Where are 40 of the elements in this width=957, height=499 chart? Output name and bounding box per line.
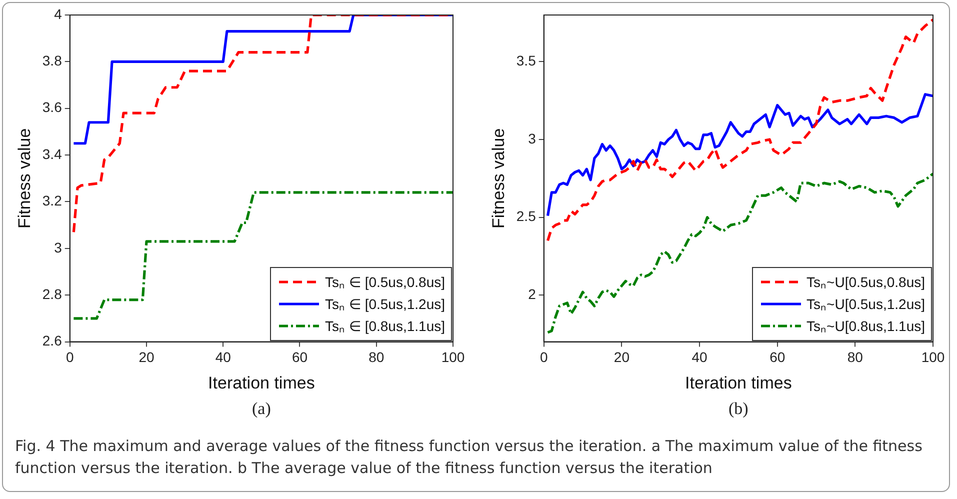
- legend-label: Tsₙ~U[0.5us,1.2us]: [806, 295, 925, 314]
- line-series: [72, 191, 453, 320]
- y-tick-label: 3: [528, 130, 536, 146]
- y-tick-label: 2.5: [516, 208, 536, 224]
- y-tick-label: 2.6: [42, 332, 62, 349]
- x-axis-title: Iteration times: [685, 373, 792, 392]
- x-tick-label: 80: [368, 349, 384, 366]
- x-tick-label: 100: [441, 349, 465, 366]
- caption: Fig. 4 The maximum and average values of the fitness function versus the iteration. a The maximum value of the fitness function versus the iteration. b The average value of the fitness function versus the iteration: [15, 436, 924, 479]
- x-tick-label: 80: [847, 349, 864, 366]
- y-tick-label: 2.8: [42, 286, 62, 302]
- x-tick-label: 0: [540, 349, 548, 366]
- y-tick-label: 3.6: [42, 99, 62, 116]
- y-tick-label: 2: [528, 286, 536, 302]
- y-axis-title: Fitness value: [14, 128, 34, 228]
- x-tick-label: 20: [614, 349, 630, 366]
- y-tick-label: 3.5: [516, 52, 536, 69]
- x-tick-label: 100: [921, 349, 945, 366]
- legend-label: Tsₙ ∈ [0.5us,0.8us]: [325, 273, 445, 292]
- x-axis-title: Iteration times: [208, 373, 315, 392]
- legend-label: Tsₙ~U[0.5us,0.8us]: [806, 273, 925, 292]
- legend-label: Tsₙ ∈ [0.8us,1.1us]: [325, 317, 445, 336]
- y-tick-label: 3.2: [42, 192, 62, 209]
- y-tick-label: 4: [54, 6, 62, 22]
- y-tick-label: 3.4: [42, 146, 62, 162]
- line-series: [546, 172, 933, 334]
- x-tick-label: 20: [138, 349, 154, 366]
- x-tick-label: 40: [215, 349, 232, 366]
- y-tick-label: 3: [54, 239, 62, 256]
- x-tick-label: 60: [292, 349, 308, 366]
- x-tick-label: 0: [66, 349, 74, 366]
- y-axis-title: Fitness value: [488, 128, 508, 228]
- line-series: [546, 18, 933, 242]
- y-tick-label: 3.8: [42, 52, 62, 69]
- x-tick-label: 40: [692, 349, 708, 366]
- text: (a): [250, 399, 272, 419]
- text: (b): [728, 399, 750, 419]
- legend-label: Tsₙ~U[0.8us,1.1us]: [806, 317, 925, 336]
- x-tick-label: 60: [770, 349, 786, 366]
- legend-label: Tsₙ ∈ [0.5us,1.2us]: [325, 295, 445, 314]
